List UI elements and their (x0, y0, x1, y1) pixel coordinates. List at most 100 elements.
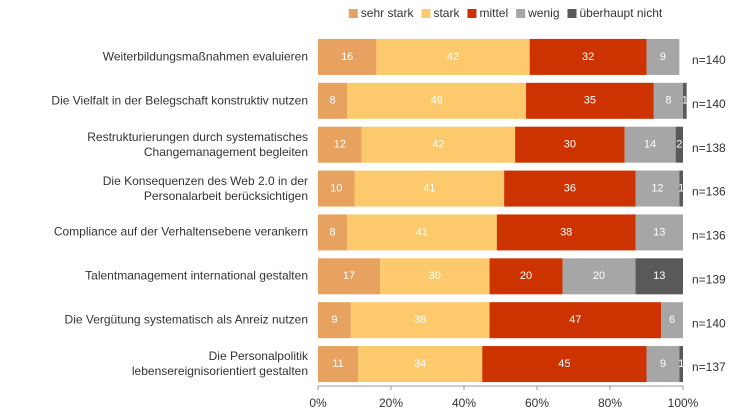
value-label: 9 (660, 358, 666, 370)
value-label: 1 (682, 95, 688, 107)
bar-segment (661, 302, 683, 339)
value-label: 38 (414, 314, 426, 326)
bar-segment (496, 214, 636, 251)
value-label: 20 (593, 270, 605, 282)
value-label: 36 (564, 182, 576, 194)
value-label: 9 (331, 314, 337, 326)
bar-segment (482, 346, 647, 383)
category-label: Die Personalpolitik lebensereignisorient… (131, 349, 308, 379)
value-label: 42 (432, 139, 444, 151)
value-label: 1 (678, 358, 684, 370)
legend-swatch (348, 9, 358, 18)
bar-segment (624, 126, 676, 163)
n-label: n=136 (692, 229, 726, 243)
bar-segment (318, 38, 377, 75)
n-label: n=136 (692, 185, 726, 199)
value-label: 35 (584, 95, 596, 107)
legend-swatch (567, 9, 577, 18)
category-label: Talentmanagement international gestalten (85, 268, 308, 283)
category-label: Die Vergütung systematisch als Anreiz nu… (64, 312, 308, 327)
bar-segment (358, 346, 483, 383)
n-label: n=140 (692, 53, 726, 67)
legend-swatch (421, 9, 431, 18)
category-label: Weiterbildungsmaßnahmen evaluieren (102, 49, 308, 64)
bar-segment (562, 258, 636, 295)
value-label: 47 (569, 314, 581, 326)
value-label: 41 (416, 226, 428, 238)
value-label: 17 (343, 270, 355, 282)
legend-swatch (516, 9, 526, 18)
bar-segment (354, 170, 505, 207)
n-label: n=137 (692, 360, 726, 374)
x-tick-label: 20% (379, 396, 403, 410)
value-label: 8 (330, 95, 336, 107)
value-label: 13 (653, 270, 665, 282)
value-label: 12 (651, 182, 663, 194)
value-label: 20 (520, 270, 532, 282)
bar-segment (347, 82, 527, 119)
category-label: Compliance auf der Verhaltensebene veran… (53, 224, 308, 239)
value-label: 45 (558, 358, 570, 370)
bar-segment (635, 170, 680, 207)
bar-segment (653, 82, 683, 119)
legend-label: sehr stark (361, 6, 415, 20)
bar-segment (489, 258, 563, 295)
value-label: 16 (341, 51, 353, 63)
bar-segment (489, 302, 662, 339)
value-label: 10 (330, 182, 342, 194)
bar-segment (376, 38, 530, 75)
bar-segment (318, 346, 359, 383)
legend-label: wenig (527, 6, 559, 20)
bar-segment (529, 38, 647, 75)
bar-segment (679, 170, 683, 207)
value-label: 8 (665, 95, 671, 107)
value-label: 38 (560, 226, 572, 238)
legend-swatch (467, 9, 477, 18)
n-label: n=140 (692, 316, 726, 330)
value-label: 11 (332, 358, 343, 370)
bar-segment (318, 302, 351, 339)
bar-segment (683, 82, 687, 119)
value-label: 2 (676, 139, 682, 151)
x-tick-label: 40% (452, 396, 476, 410)
bar-segment (515, 126, 625, 163)
category-label: Die Konsequenzen des Web 2.0 in der Pers… (102, 173, 308, 203)
bar-segment (318, 258, 381, 295)
legend-label: stark (433, 6, 460, 20)
bar-segment (504, 170, 636, 207)
n-label: n=140 (692, 97, 726, 111)
bar-segment (347, 214, 497, 251)
x-tick-label: 80% (598, 396, 622, 410)
bar-segment (350, 302, 490, 339)
x-tick-label: 100% (668, 396, 699, 410)
bar-segment (318, 170, 355, 207)
value-label: 32 (582, 51, 594, 63)
value-label: 9 (660, 51, 666, 63)
bar-segment (675, 126, 683, 163)
value-label: 42 (447, 51, 459, 63)
category-label: Restrukturierungen durch systematisches … (87, 129, 308, 159)
value-label: 8 (330, 226, 336, 238)
value-label: 30 (564, 139, 576, 151)
bar-segment (679, 346, 683, 383)
bar-segment (361, 126, 516, 163)
value-label: 49 (431, 95, 443, 107)
bar-segment (318, 82, 348, 119)
value-label: 1 (678, 182, 684, 194)
x-tick-label: 60% (525, 396, 549, 410)
bar-segment (318, 214, 348, 251)
bar-segment (526, 82, 654, 119)
value-label: 6 (669, 314, 675, 326)
value-label: 12 (334, 139, 346, 151)
x-tick-label: 0% (309, 396, 327, 410)
bar-segment (318, 126, 362, 163)
value-label: 14 (644, 139, 656, 151)
n-label: n=138 (692, 141, 726, 155)
bar-segment (635, 258, 683, 295)
category-label: Die Vielfalt in der Belegschaft konstruk… (51, 93, 308, 108)
value-label: 41 (423, 182, 435, 194)
value-label: 30 (429, 270, 441, 282)
legend-label: überhaupt nicht (580, 6, 663, 20)
